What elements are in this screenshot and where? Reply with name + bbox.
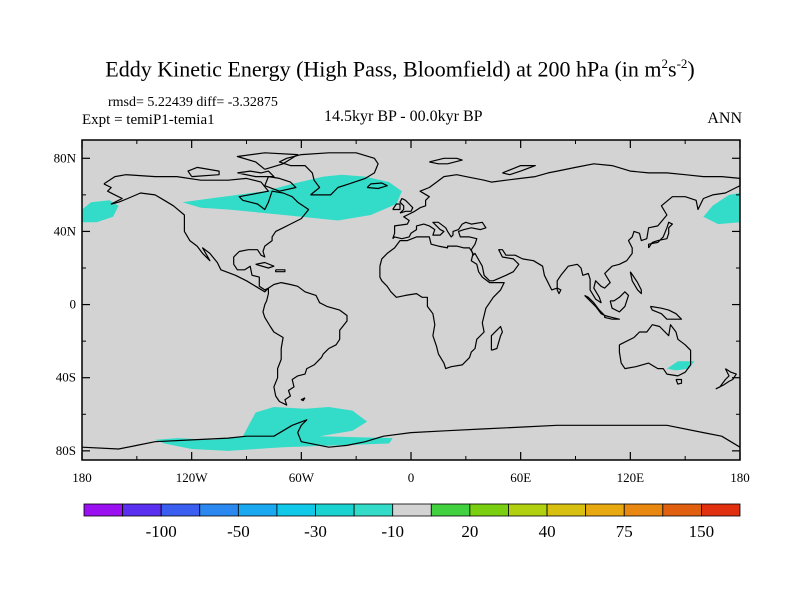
- colorbar-label: 75: [616, 522, 633, 541]
- coastline-segment: [429, 157, 463, 165]
- coastline-segment: [502, 165, 536, 176]
- experiment-label: Expt = temiP1-temia1: [82, 112, 215, 128]
- period-label: 14.5kyr BP - 00.0kyr BP: [324, 108, 483, 125]
- coastline-segment: [275, 269, 286, 273]
- coastline-segment: [392, 203, 401, 211]
- colorbar-swatch: [469, 503, 509, 517]
- coastline-segment: [618, 324, 692, 377]
- lat-label: 80N: [54, 150, 77, 165]
- lon-label: 180: [72, 470, 92, 485]
- lon-label: 120E: [617, 470, 645, 485]
- lat-label: 80S: [56, 443, 76, 458]
- coastline-segment: [392, 163, 741, 304]
- coastline-segment: [237, 170, 275, 178]
- coastline-segment: [609, 291, 630, 313]
- coastline-segment: [187, 166, 220, 178]
- colorbar-swatch: [237, 503, 278, 517]
- anomaly-north-pacific-east: [703, 193, 740, 225]
- map-background: [82, 140, 740, 460]
- colorbar-swatch: [392, 503, 432, 517]
- lon-label: 180: [730, 470, 750, 485]
- colorbar-label: 40: [539, 522, 556, 541]
- coastline-segment: [399, 197, 414, 214]
- colorbar-label: -50: [227, 522, 250, 541]
- colorbar-swatch: [315, 503, 355, 517]
- colorbar-label: 20: [461, 522, 478, 541]
- stats-text: rmsd= 5.22439 diff= -3.32875: [108, 95, 278, 110]
- colorbar-swatch: [585, 503, 625, 517]
- colorbar-label: 150: [689, 522, 715, 541]
- coastline-segment: [647, 221, 674, 249]
- coastline-segment: [556, 287, 562, 295]
- coastline-layer: [81, 152, 741, 450]
- coastline-segment: [715, 368, 737, 390]
- coastline-segment: [300, 397, 306, 402]
- coastline-segment: [255, 261, 275, 269]
- coastline-segment: [262, 282, 348, 406]
- colorbar-swatch: [662, 503, 702, 517]
- anomaly-southern-ocean: [155, 407, 393, 451]
- coastline-segment: [81, 419, 741, 450]
- colorbar-label: -30: [304, 522, 327, 541]
- colorbar-swatch: [83, 503, 123, 517]
- colorbar-label: -100: [146, 522, 177, 541]
- lat-label: 40N: [54, 223, 77, 238]
- axis-ticks: 80N 40N 0 40S 80S 180 120W 60W 0 60E 120E 180: [54, 140, 750, 485]
- colorbar-swatch: [122, 503, 162, 517]
- coastline-segment: [278, 152, 379, 196]
- colorbar-swatch: [430, 503, 471, 517]
- anomaly-north-atlantic: [182, 174, 402, 221]
- colorbar-swatch: [199, 503, 239, 517]
- coastline-segment: [236, 152, 299, 170]
- colorbar-swatch: [276, 503, 316, 517]
- map-title: Eddy Kinetic Energy (High Pass, Bloomfie…: [105, 56, 695, 82]
- colorbar-swatch: [623, 503, 664, 517]
- colorbar-label: -10: [381, 522, 404, 541]
- coastline-segment: [629, 271, 642, 295]
- colorbar-swatch: [546, 503, 587, 517]
- coastline-segment: [675, 378, 683, 385]
- colorbar-swatch: [701, 503, 741, 517]
- lon-label: 60W: [289, 470, 315, 485]
- season-label: ANN: [707, 110, 742, 127]
- lon-label: 120W: [176, 470, 209, 485]
- coastline-segment: [604, 314, 621, 320]
- coastline-segment: [264, 176, 297, 192]
- lat-label: 0: [70, 297, 77, 312]
- anomaly-north-pacific-west: [82, 200, 119, 223]
- lon-label: 0: [408, 470, 415, 485]
- coastline-segment: [379, 236, 505, 370]
- lon-label: 60E: [510, 470, 531, 485]
- colorbar-swatch: [508, 503, 548, 517]
- anomaly-layer: [82, 174, 740, 451]
- coastline-segment: [103, 174, 310, 293]
- lat-label: 40S: [56, 370, 76, 385]
- colorbar-swatch: [353, 503, 394, 517]
- colorbar-swatch: [160, 503, 201, 517]
- coastline-segment: [649, 305, 683, 320]
- colorbar: -100 -50 -30 -10 20 40 75 150: [83, 503, 741, 541]
- coastline-segment: [490, 325, 503, 351]
- anomaly-australia-east: [666, 361, 695, 371]
- coastline-segment: [366, 182, 388, 190]
